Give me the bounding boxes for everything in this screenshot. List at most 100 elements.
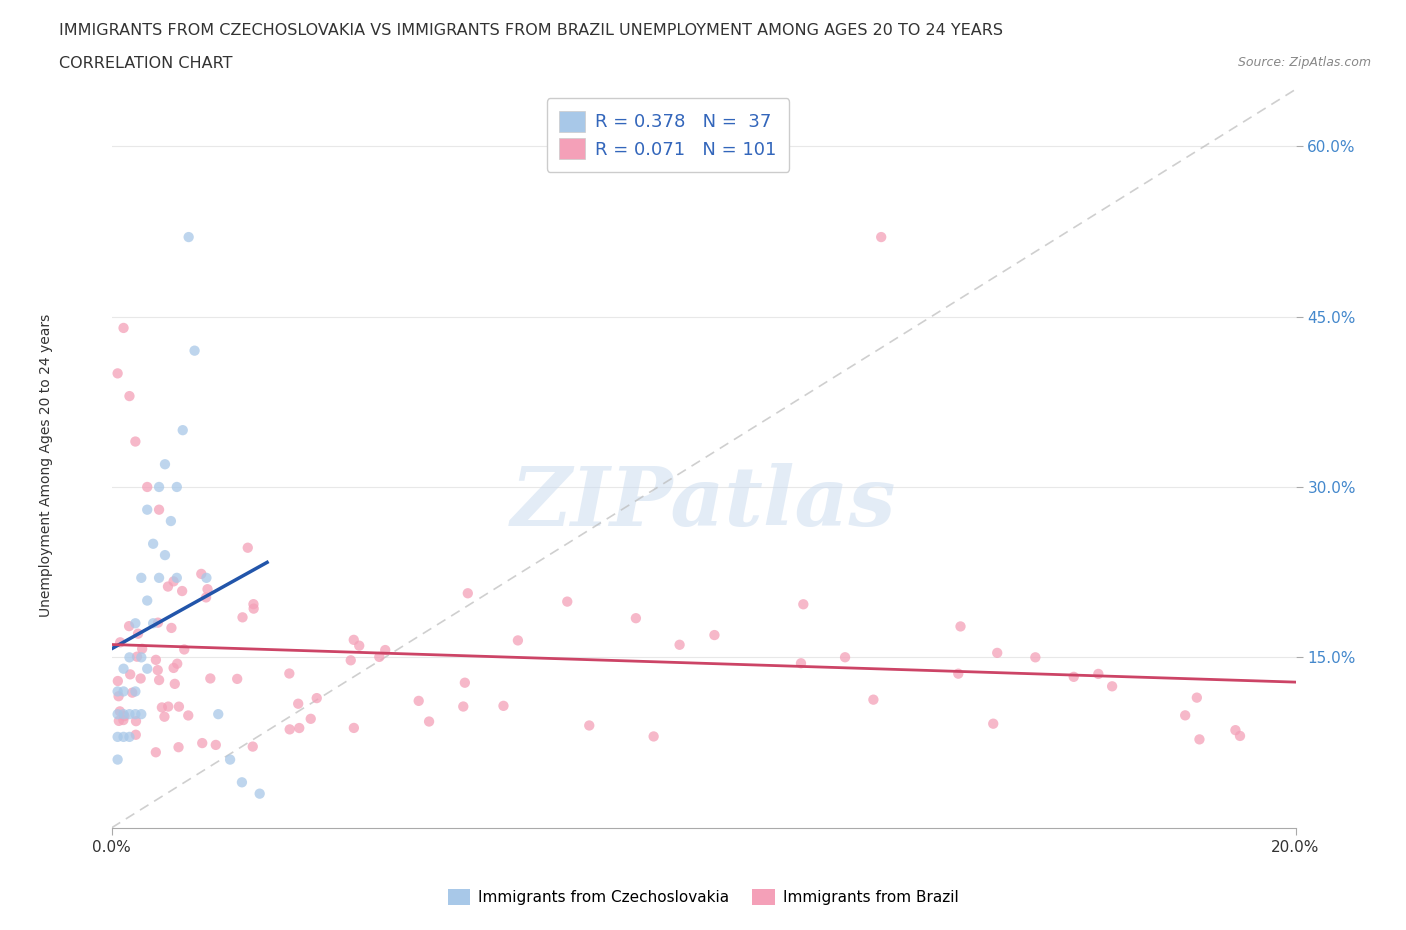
Point <box>368 649 391 664</box>
Point <box>172 584 194 599</box>
Point <box>408 694 430 709</box>
Point <box>136 593 159 608</box>
Point <box>1174 708 1197 723</box>
Point <box>150 700 173 715</box>
Point <box>163 676 186 691</box>
Point <box>153 548 176 563</box>
Point <box>118 707 141 722</box>
Point <box>249 786 271 801</box>
Text: IMMIGRANTS FROM CZECHOSLOVAKIA VS IMMIGRANTS FROM BRAZIL UNEMPLOYMENT AMONG AGES: IMMIGRANTS FROM CZECHOSLOVAKIA VS IMMIGR… <box>59 23 1002 38</box>
Point <box>343 632 366 647</box>
Point <box>112 661 135 676</box>
Point <box>190 566 212 581</box>
Point <box>981 716 1004 731</box>
Text: Unemployment Among Ages 20 to 24 years: Unemployment Among Ages 20 to 24 years <box>39 313 53 617</box>
Point <box>160 620 183 635</box>
Point <box>339 653 361 668</box>
Point <box>177 708 200 723</box>
Point <box>108 704 131 719</box>
Point <box>124 616 146 631</box>
Point <box>949 619 972 634</box>
Point <box>173 642 195 657</box>
Point <box>204 737 226 752</box>
Point <box>112 709 135 724</box>
Point <box>1229 728 1251 743</box>
Point <box>1225 723 1247 737</box>
Point <box>197 582 219 597</box>
Point <box>343 721 366 736</box>
Point <box>1185 690 1208 705</box>
Legend: R = 0.378   N =  37, R = 0.071   N = 101: R = 0.378 N = 37, R = 0.071 N = 101 <box>547 99 790 172</box>
Point <box>148 672 170 687</box>
Point <box>136 502 159 517</box>
Point <box>305 691 328 706</box>
Point <box>948 666 970 681</box>
Point <box>287 697 309 711</box>
Point <box>125 727 148 742</box>
Point <box>107 365 129 380</box>
Point <box>145 745 167 760</box>
Point <box>226 671 249 686</box>
Point <box>107 684 129 698</box>
Point <box>506 633 529 648</box>
Point <box>299 711 322 726</box>
Point <box>118 389 141 404</box>
Point <box>145 653 167 668</box>
Point <box>129 707 152 722</box>
Point <box>1063 670 1085 684</box>
Point <box>125 713 148 728</box>
Point <box>131 642 153 657</box>
Point <box>668 637 690 652</box>
Point <box>862 692 884 707</box>
Point <box>418 714 440 729</box>
Point <box>195 590 218 604</box>
Point <box>146 616 169 631</box>
Point <box>160 513 183 528</box>
Point <box>643 729 665 744</box>
Point <box>1087 667 1109 682</box>
Point <box>219 752 242 767</box>
Point <box>242 739 264 754</box>
Point <box>136 480 159 495</box>
Point <box>834 650 856 665</box>
Point <box>107 707 129 722</box>
Point <box>107 729 129 744</box>
Point <box>107 689 129 704</box>
Text: Source: ZipAtlas.com: Source: ZipAtlas.com <box>1237 56 1371 69</box>
Point <box>207 707 229 722</box>
Point <box>177 230 200 245</box>
Point <box>288 721 311 736</box>
Point <box>127 626 149 641</box>
Point <box>703 628 725 643</box>
Point <box>129 671 152 686</box>
Point <box>146 663 169 678</box>
Point <box>124 707 146 722</box>
Point <box>136 661 159 676</box>
Point <box>162 660 184 675</box>
Point <box>578 718 600 733</box>
Point <box>1024 650 1046 665</box>
Point <box>236 540 259 555</box>
Legend: Immigrants from Czechoslovakia, Immigrants from Brazil: Immigrants from Czechoslovakia, Immigran… <box>441 883 965 911</box>
Point <box>120 667 142 682</box>
Point <box>242 597 264 612</box>
Point <box>108 713 131 728</box>
Point <box>108 635 131 650</box>
Point <box>112 684 135 698</box>
Point <box>157 699 180 714</box>
Point <box>112 321 135 336</box>
Point <box>195 570 218 585</box>
Point <box>121 685 143 700</box>
Point <box>242 601 264 616</box>
Point <box>172 423 194 438</box>
Point <box>148 502 170 517</box>
Point <box>457 586 479 601</box>
Point <box>167 699 190 714</box>
Point <box>166 570 188 585</box>
Point <box>1188 732 1211 747</box>
Point <box>792 597 814 612</box>
Point <box>153 710 176 724</box>
Point <box>118 618 141 633</box>
Point <box>200 671 222 686</box>
Point <box>118 650 141 665</box>
